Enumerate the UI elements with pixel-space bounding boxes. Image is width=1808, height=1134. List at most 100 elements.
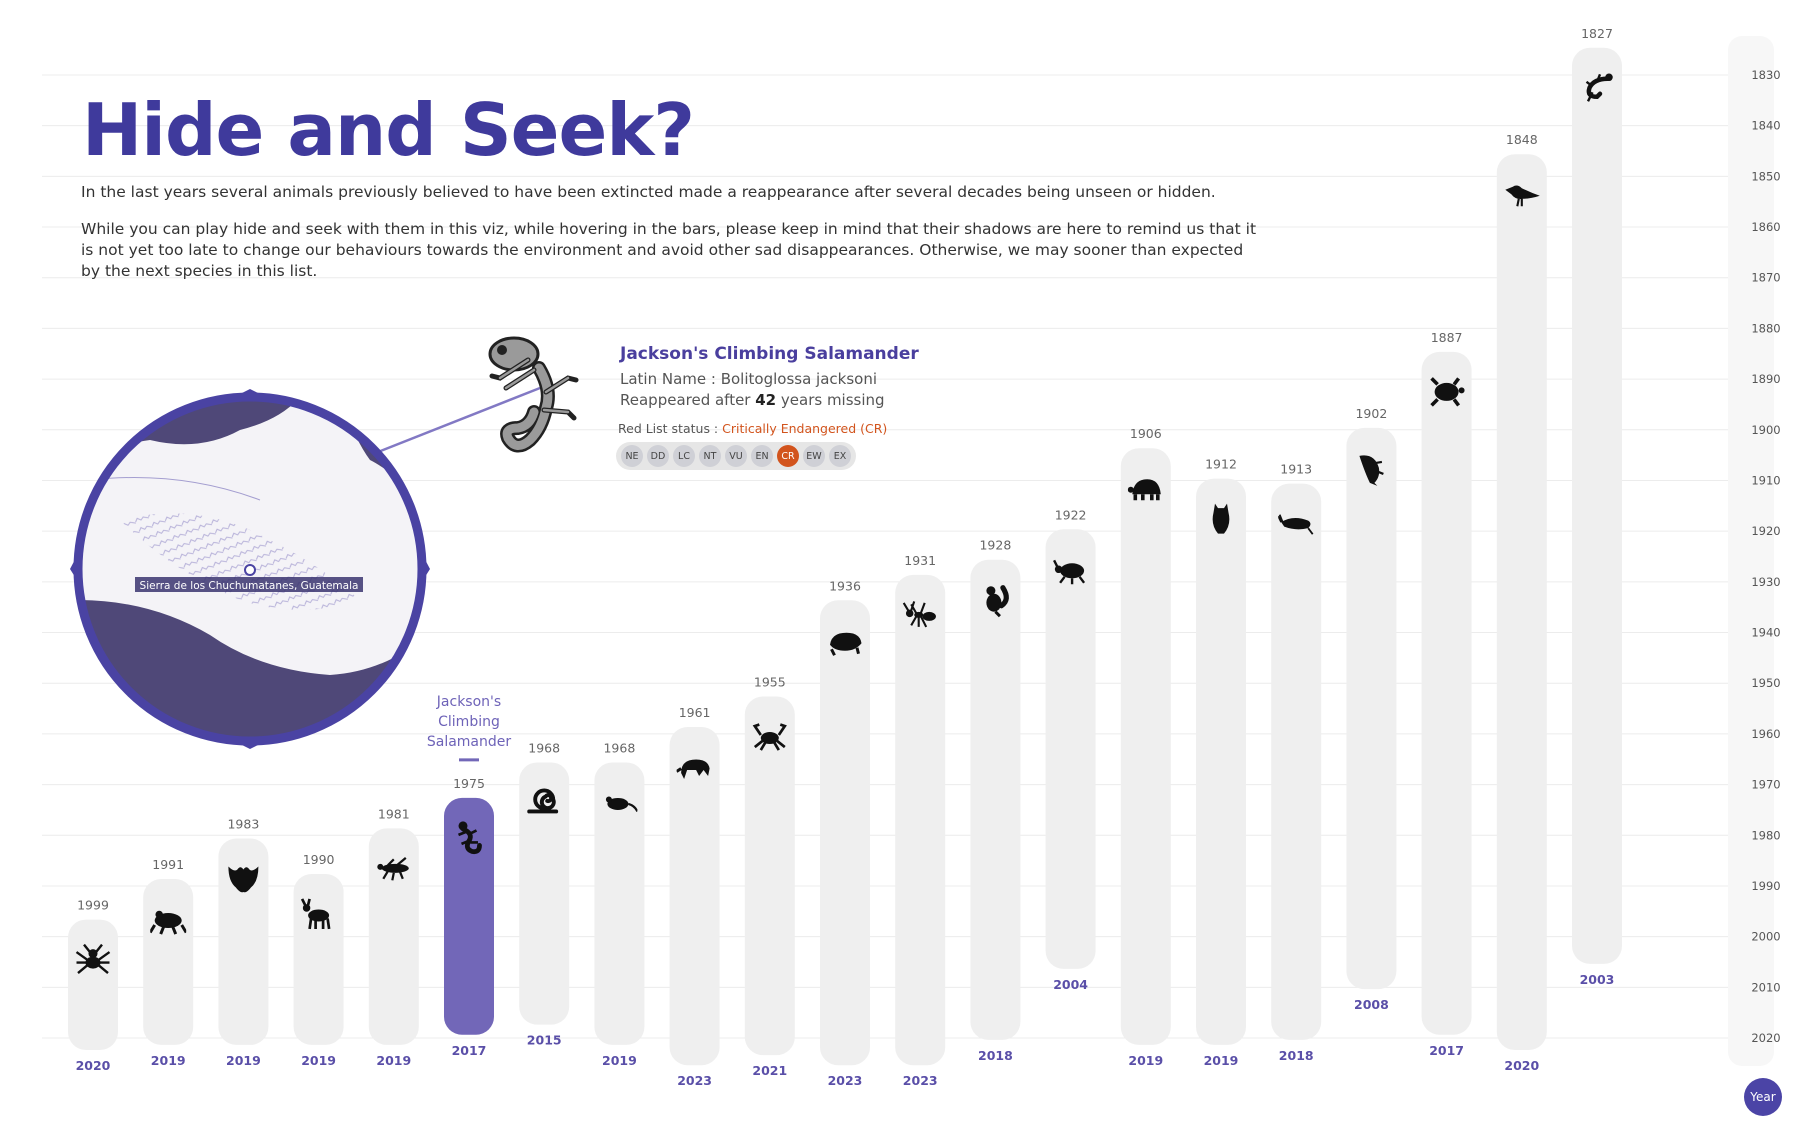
- bar[interactable]: [594, 762, 645, 1045]
- bar[interactable]: [1421, 351, 1472, 1035]
- map-inset[interactable]: Sierra de los Chuchumatanes, Guatemala: [70, 389, 430, 749]
- bar[interactable]: [1120, 448, 1171, 1045]
- red-list-status: Critically Endangered (CR): [722, 421, 888, 436]
- bar-group[interactable]: 1902 2008: [1346, 406, 1397, 1012]
- bar[interactable]: [895, 574, 946, 1066]
- bar[interactable]: [1572, 47, 1622, 964]
- last-seen-label: 1928: [979, 538, 1011, 553]
- last-seen-label: 1961: [679, 705, 711, 720]
- y-tick-label: 1960: [1751, 727, 1780, 741]
- red-list-pill-dd: DD: [647, 445, 669, 467]
- rediscovered-label: 2008: [1354, 997, 1389, 1012]
- bar-group[interactable]: 1981 2019: [368, 806, 419, 1068]
- bar-group[interactable]: 1968 2015: [519, 740, 570, 1048]
- year-button[interactable]: Year: [1744, 1078, 1782, 1116]
- bar[interactable]: [444, 797, 494, 1035]
- bar[interactable]: [669, 726, 720, 1066]
- intro-paragraph-2: While you can play hide and seek with th…: [81, 220, 1257, 280]
- last-seen-label: 1955: [754, 675, 786, 690]
- last-seen-label: 1848: [1506, 132, 1538, 147]
- rediscovered-label: 2019: [602, 1053, 637, 1068]
- rediscovered-label: 2015: [527, 1033, 562, 1048]
- location-pin[interactable]: [244, 564, 256, 576]
- latin-name-value: Bolitoglossa jacksoni: [720, 370, 877, 388]
- last-seen-label: 1906: [1130, 426, 1162, 441]
- bar-group[interactable]: 1906 2019: [1120, 426, 1171, 1068]
- red-list-pill-ne: NE: [621, 445, 643, 467]
- rediscovered-label: 2003: [1580, 972, 1615, 987]
- bar[interactable]: [1496, 154, 1547, 1051]
- bar-group[interactable]: 1936 2023: [820, 578, 870, 1088]
- bar-group[interactable]: 1999 2020: [68, 898, 118, 1073]
- last-seen-label: 1922: [1055, 507, 1087, 522]
- red-list-pill-vu: VU: [725, 445, 747, 467]
- bar-group[interactable]: 1913 2018: [1271, 462, 1322, 1063]
- highlight-label: Jackson's: [436, 694, 501, 710]
- page-title: Hide and Seek?: [82, 88, 695, 172]
- bar-group[interactable]: 1827 2003: [1572, 26, 1622, 987]
- y-tick-label: 2010: [1751, 980, 1780, 994]
- map-ring: [73, 392, 427, 746]
- bar-group[interactable]: 1990 2019: [293, 852, 344, 1068]
- bar[interactable]: [744, 696, 795, 1056]
- bar[interactable]: [293, 873, 344, 1045]
- callout: Sierra de los Chuchumatanes, Guatemala: [70, 336, 579, 749]
- bar-group[interactable]: 1848 2020: [1496, 132, 1547, 1073]
- rediscovered-label: 2018: [1279, 1048, 1314, 1063]
- y-tick-label: 1930: [1751, 575, 1780, 589]
- rediscovered-label: 2023: [677, 1073, 712, 1088]
- rediscovered-label: 2019: [1128, 1053, 1163, 1068]
- rediscovered-label: 2019: [301, 1053, 336, 1068]
- y-tick-label: 1980: [1751, 828, 1780, 842]
- bar[interactable]: [820, 600, 870, 1066]
- last-seen-label: 1968: [528, 740, 560, 755]
- bar[interactable]: [218, 838, 269, 1045]
- y-tick-label: 1880: [1751, 321, 1780, 335]
- bar-group[interactable]: 1983 2019: [218, 816, 269, 1068]
- bar[interactable]: [368, 828, 419, 1045]
- bars: 1999 2020 1991 2019 1983 2019 1990 2019 1981 2019…: [68, 26, 1622, 1088]
- y-tick-label: 1910: [1751, 473, 1780, 487]
- bar-group[interactable]: 1912 2019: [1196, 457, 1246, 1068]
- callout-leader-line: [377, 386, 541, 454]
- y-tick-label: 1950: [1751, 676, 1780, 690]
- rediscovered-label: 2019: [226, 1053, 261, 1068]
- y-tick-label: 1840: [1751, 119, 1780, 133]
- rediscovered-label: 2017: [1429, 1043, 1464, 1058]
- last-seen-label: 1983: [227, 816, 259, 831]
- bar[interactable]: [970, 559, 1021, 1040]
- bar[interactable]: [1045, 529, 1096, 969]
- bar-group[interactable]: 1955 2021: [744, 675, 795, 1079]
- bar-group[interactable]: 1961 2023: [669, 705, 720, 1088]
- bar-group[interactable]: 1975 2017 Jackson's Climbing Salamander: [427, 694, 512, 1058]
- y-tick-label: 1850: [1751, 169, 1780, 183]
- y-tick-label: 1920: [1751, 524, 1780, 538]
- rediscovered-label: 2021: [752, 1063, 787, 1078]
- rediscovered-label: 2018: [978, 1048, 1013, 1063]
- y-tick-label: 1860: [1751, 220, 1780, 234]
- tooltip-latin-name: Latin Name : Bolitoglossa jacksoni: [620, 370, 919, 388]
- last-seen-label: 1999: [77, 898, 109, 913]
- last-seen-label: 1981: [378, 806, 410, 821]
- last-seen-label: 1902: [1355, 406, 1387, 421]
- bar-group[interactable]: 1928 2018: [970, 538, 1021, 1063]
- y-tick-label: 2000: [1751, 930, 1780, 944]
- bar[interactable]: [143, 879, 194, 1045]
- rediscovered-label: 2017: [452, 1043, 487, 1058]
- bar-group[interactable]: 1887 2017: [1421, 330, 1472, 1058]
- bar[interactable]: [1196, 478, 1246, 1045]
- bar[interactable]: [68, 919, 118, 1050]
- rediscovered-label: 2019: [376, 1053, 411, 1068]
- bar-group[interactable]: 1991 2019: [143, 857, 194, 1068]
- bar-group[interactable]: 1968 2019: [594, 740, 645, 1068]
- bar[interactable]: [1271, 483, 1322, 1040]
- bar[interactable]: [1346, 427, 1397, 990]
- latin-name-prefix: Latin Name :: [620, 370, 721, 388]
- bar-group[interactable]: 1922 2004: [1045, 507, 1096, 992]
- y-tick-label: 1870: [1751, 271, 1780, 285]
- rediscovered-label: 2020: [76, 1058, 111, 1073]
- bar-group[interactable]: 1931 2023: [895, 553, 946, 1088]
- bar[interactable]: [519, 762, 570, 1025]
- red-list-pill-lc: LC: [673, 445, 695, 467]
- species-tooltip: Jackson's Climbing Salamander Latin Name…: [616, 344, 919, 470]
